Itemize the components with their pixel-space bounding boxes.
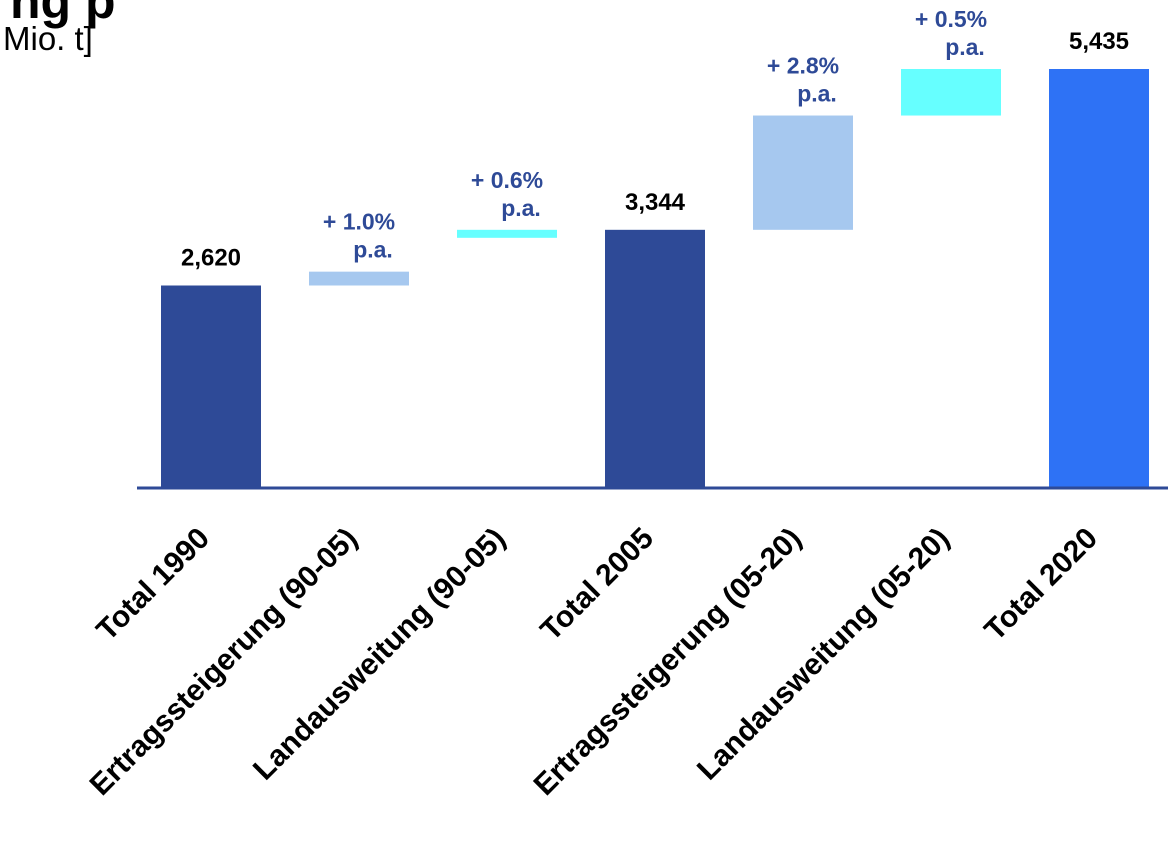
- bar-label-5-line-2: p.a.: [797, 81, 837, 107]
- bar-label-6-line-2: p.a.: [945, 34, 985, 60]
- bar-3: [457, 229, 557, 238]
- bar-label-6-line-1: + 0.5%: [915, 6, 987, 32]
- x-tick-label-6: Landausweitung (05-20): [691, 522, 956, 787]
- bar-label-3: + 0.6% p.a.: [471, 167, 543, 221]
- unit-label: Mio. t]: [3, 20, 93, 57]
- bar-label-2: + 1.0% p.a.: [323, 209, 395, 263]
- bar-label-4: 3,344: [625, 189, 686, 216]
- bar-7: [1049, 69, 1149, 487]
- bar-1: [161, 285, 261, 487]
- bar-label-1: 2,620: [181, 244, 241, 271]
- value-labels-layer: 2,620+ 1.0% p.a.+ 0.6% p.a. 3,344+ 2.8% p.a.…: [181, 6, 1129, 271]
- bar-4: [605, 229, 705, 487]
- x-tick-label-7: Total 2020: [978, 522, 1104, 648]
- bar-2: [309, 271, 409, 286]
- bar-label-2-line-2: p.a.: [353, 237, 393, 263]
- bar-6: [901, 69, 1001, 116]
- x-tick-label-2: Ertragssteigerung (90-05): [84, 522, 364, 802]
- x-tick-label-5: Ertragssteigerung (05-20): [528, 522, 808, 802]
- bar-label-5-line-1: + 2.8%: [767, 53, 839, 79]
- bars-layer: [161, 69, 1149, 487]
- bar-label-7: 5,435: [1069, 28, 1129, 55]
- bar-label-2-line-1: + 1.0%: [323, 209, 395, 235]
- bar-label-3-line-2: p.a.: [501, 195, 541, 221]
- bar-5: [753, 115, 853, 230]
- x-tick-label-3: Landausweitung (90-05): [247, 522, 512, 787]
- x-tick-label-4: Total 2005: [534, 522, 660, 648]
- bar-label-3-line-1: + 0.6%: [471, 167, 543, 193]
- bar-label-5: + 2.8% p.a.: [767, 53, 839, 107]
- x-tick-label-1: Total 1990: [90, 522, 216, 648]
- bar-label-6: + 0.5% p.a.: [915, 6, 987, 60]
- chart-title-fragment: ng p: [10, 0, 116, 29]
